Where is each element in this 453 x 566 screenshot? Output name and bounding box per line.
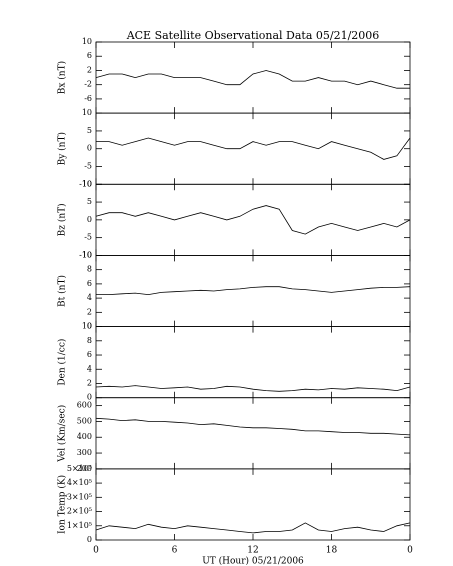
data-line xyxy=(95,205,411,235)
y-tick-label: 8 xyxy=(87,265,92,274)
y-tick-label: 1×10⁵ xyxy=(67,521,92,530)
y-tick-label: -2 xyxy=(84,80,92,89)
y-tick-label: 10 xyxy=(82,108,92,117)
y-tick-label: 2×10⁵ xyxy=(67,507,92,516)
y-tick-label: 10 xyxy=(82,322,92,331)
y-tick-label: 2 xyxy=(87,378,92,387)
y-tick-label: 0 xyxy=(87,215,92,224)
panel-frame xyxy=(95,255,411,327)
y-tick-label: -5 xyxy=(84,233,92,242)
panel-frame xyxy=(95,468,411,541)
data-line xyxy=(95,417,411,436)
x-tick-label: 0 xyxy=(93,546,99,556)
y-tick-label: 5 xyxy=(87,197,92,206)
panel-frame xyxy=(95,41,411,114)
panel-frame xyxy=(95,112,411,185)
data-line xyxy=(95,70,410,89)
y-tick-label: 10 xyxy=(82,179,92,188)
y-tick-label: 400 xyxy=(77,432,92,441)
y-tick-label: 6 xyxy=(87,350,92,359)
y-axis-label: Bx (nT) xyxy=(57,61,68,94)
y-tick-label: 600 xyxy=(77,401,92,410)
chart-title: ACE Satellite Observational Data 05/21/2… xyxy=(126,29,380,42)
panel-frame xyxy=(95,183,411,256)
y-tick-label: 8 xyxy=(87,336,92,345)
y-tick-label: 10 xyxy=(82,250,92,259)
data-line xyxy=(95,385,411,392)
y-tick-label: 500 xyxy=(77,416,92,425)
y-axis-label: Den (1/cc) xyxy=(57,339,68,386)
y-tick-label: 200 xyxy=(77,464,92,473)
y-tick-label: -10 xyxy=(79,179,92,188)
y-tick-label: 2 xyxy=(87,65,92,74)
y-tick-label: -10 xyxy=(79,250,92,259)
y-tick-label: 0 xyxy=(87,144,92,153)
y-tick-label: 5×10⁵ xyxy=(67,464,92,473)
y-tick-label: 300 xyxy=(77,448,92,457)
data-line xyxy=(96,286,411,296)
y-tick-label: 4 xyxy=(87,293,92,302)
y-axis-label: Vel (Km/sec) xyxy=(57,405,68,463)
y-tick-label: 2 xyxy=(87,307,92,316)
y-tick-label: 4×10⁵ xyxy=(67,478,92,487)
y-tick-label: 10 xyxy=(82,37,92,46)
y-tick-label: -6 xyxy=(84,94,92,103)
y-tick-label: 5 xyxy=(87,126,92,135)
y-tick-label: 4 xyxy=(87,364,92,373)
y-tick-label: 6 xyxy=(87,279,92,288)
panel-frame xyxy=(95,397,411,470)
y-tick-label: -5 xyxy=(84,162,92,171)
y-tick-label: 0 xyxy=(87,535,92,544)
y-axis-label: Ion Temp (K) xyxy=(57,475,68,534)
y-axis-label: Bz (nT) xyxy=(57,203,68,236)
y-tick-label: 6 xyxy=(87,51,92,60)
data-line xyxy=(95,522,411,534)
data-line xyxy=(96,137,411,160)
y-tick-label: 3×10⁵ xyxy=(67,492,92,501)
x-tick-label: 18 xyxy=(326,546,338,556)
x-tick-label: 12 xyxy=(247,546,258,556)
y-axis-label: Bt (nT) xyxy=(57,275,68,307)
y-tick-label: 0 xyxy=(87,393,92,402)
x-axis-label: UT (Hour) 05/21/2006 xyxy=(202,556,304,566)
x-tick-label: 6 xyxy=(172,546,178,556)
y-tick-label: 0 xyxy=(87,322,92,331)
panel-frame xyxy=(95,326,411,399)
x-tick-label: 0 xyxy=(407,546,413,556)
y-axis-label: By (nT) xyxy=(57,132,68,165)
